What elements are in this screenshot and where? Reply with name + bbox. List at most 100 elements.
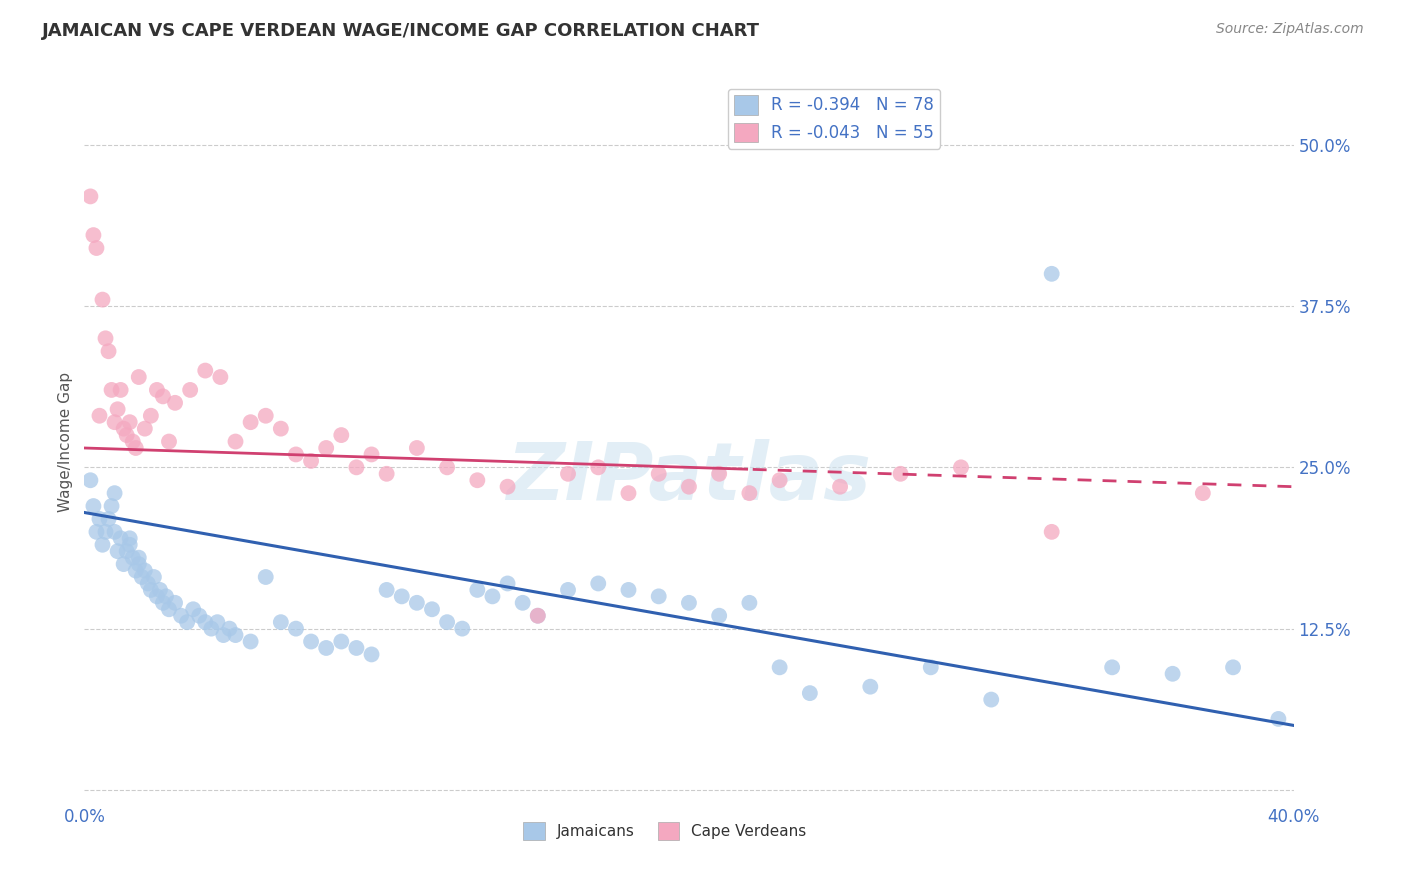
Point xyxy=(115,428,138,442)
Point xyxy=(212,628,235,642)
Point xyxy=(617,582,640,597)
Point xyxy=(678,596,700,610)
Point xyxy=(209,370,232,384)
Point xyxy=(79,473,101,487)
Point xyxy=(980,692,1002,706)
Point xyxy=(118,531,141,545)
Point xyxy=(1040,524,1063,539)
Point xyxy=(79,189,101,203)
Point xyxy=(207,615,229,630)
Point xyxy=(107,402,129,417)
Point xyxy=(391,590,413,604)
Point xyxy=(125,564,148,578)
Point xyxy=(406,441,429,455)
Point xyxy=(950,460,973,475)
Legend: Jamaicans, Cape Verdeans: Jamaicans, Cape Verdeans xyxy=(517,816,813,846)
Point xyxy=(121,550,143,565)
Point xyxy=(588,576,610,591)
Point xyxy=(830,480,852,494)
Point xyxy=(330,428,353,442)
Point xyxy=(110,383,132,397)
Point xyxy=(1101,660,1123,674)
Point xyxy=(136,576,159,591)
Point xyxy=(194,363,217,377)
Point xyxy=(121,434,143,449)
Point xyxy=(125,441,148,455)
Point xyxy=(467,582,489,597)
Point xyxy=(89,512,111,526)
Point xyxy=(769,473,792,487)
Point xyxy=(112,557,135,571)
Point xyxy=(496,480,519,494)
Point xyxy=(134,422,156,436)
Point xyxy=(270,615,292,630)
Point xyxy=(82,228,104,243)
Point xyxy=(176,615,198,630)
Point xyxy=(481,590,503,604)
Point xyxy=(588,460,610,475)
Point xyxy=(128,557,150,571)
Point xyxy=(617,486,640,500)
Point xyxy=(128,550,150,565)
Point xyxy=(467,473,489,487)
Point xyxy=(225,628,247,642)
Point xyxy=(165,396,187,410)
Point xyxy=(91,538,114,552)
Point xyxy=(218,622,240,636)
Point xyxy=(97,512,120,526)
Text: ZIPatlas: ZIPatlas xyxy=(506,439,872,516)
Point xyxy=(146,383,169,397)
Point xyxy=(270,422,292,436)
Point xyxy=(165,596,187,610)
Point xyxy=(179,383,201,397)
Text: JAMAICAN VS CAPE VERDEAN WAGE/INCOME GAP CORRELATION CHART: JAMAICAN VS CAPE VERDEAN WAGE/INCOME GAP… xyxy=(42,22,761,40)
Point xyxy=(86,524,108,539)
Point xyxy=(188,608,211,623)
Point xyxy=(118,415,141,429)
Point xyxy=(1040,267,1063,281)
Point xyxy=(200,622,222,636)
Point xyxy=(139,582,162,597)
Point xyxy=(512,596,534,610)
Point xyxy=(346,640,368,655)
Point xyxy=(285,622,308,636)
Point xyxy=(100,383,122,397)
Point xyxy=(648,590,671,604)
Point xyxy=(142,570,165,584)
Point xyxy=(527,608,550,623)
Text: Source: ZipAtlas.com: Source: ZipAtlas.com xyxy=(1216,22,1364,37)
Point xyxy=(557,582,579,597)
Point xyxy=(330,634,353,648)
Point xyxy=(100,499,122,513)
Point xyxy=(799,686,821,700)
Point xyxy=(375,582,398,597)
Point xyxy=(738,596,761,610)
Point xyxy=(82,499,104,513)
Point xyxy=(107,544,129,558)
Point xyxy=(89,409,111,423)
Point xyxy=(254,570,277,584)
Point xyxy=(299,634,322,648)
Point xyxy=(678,480,700,494)
Point xyxy=(152,389,174,403)
Point xyxy=(436,460,458,475)
Point xyxy=(1267,712,1289,726)
Point xyxy=(496,576,519,591)
Point xyxy=(859,680,882,694)
Y-axis label: Wage/Income Gap: Wage/Income Gap xyxy=(58,371,73,512)
Point xyxy=(86,241,108,255)
Point xyxy=(94,524,117,539)
Point xyxy=(225,434,247,449)
Point xyxy=(375,467,398,481)
Point xyxy=(557,467,579,481)
Point xyxy=(285,447,308,461)
Point xyxy=(527,608,550,623)
Point xyxy=(115,544,138,558)
Point xyxy=(157,434,180,449)
Point xyxy=(157,602,180,616)
Point xyxy=(118,538,141,552)
Point xyxy=(360,447,382,461)
Point xyxy=(104,486,127,500)
Point xyxy=(110,531,132,545)
Point xyxy=(1161,666,1184,681)
